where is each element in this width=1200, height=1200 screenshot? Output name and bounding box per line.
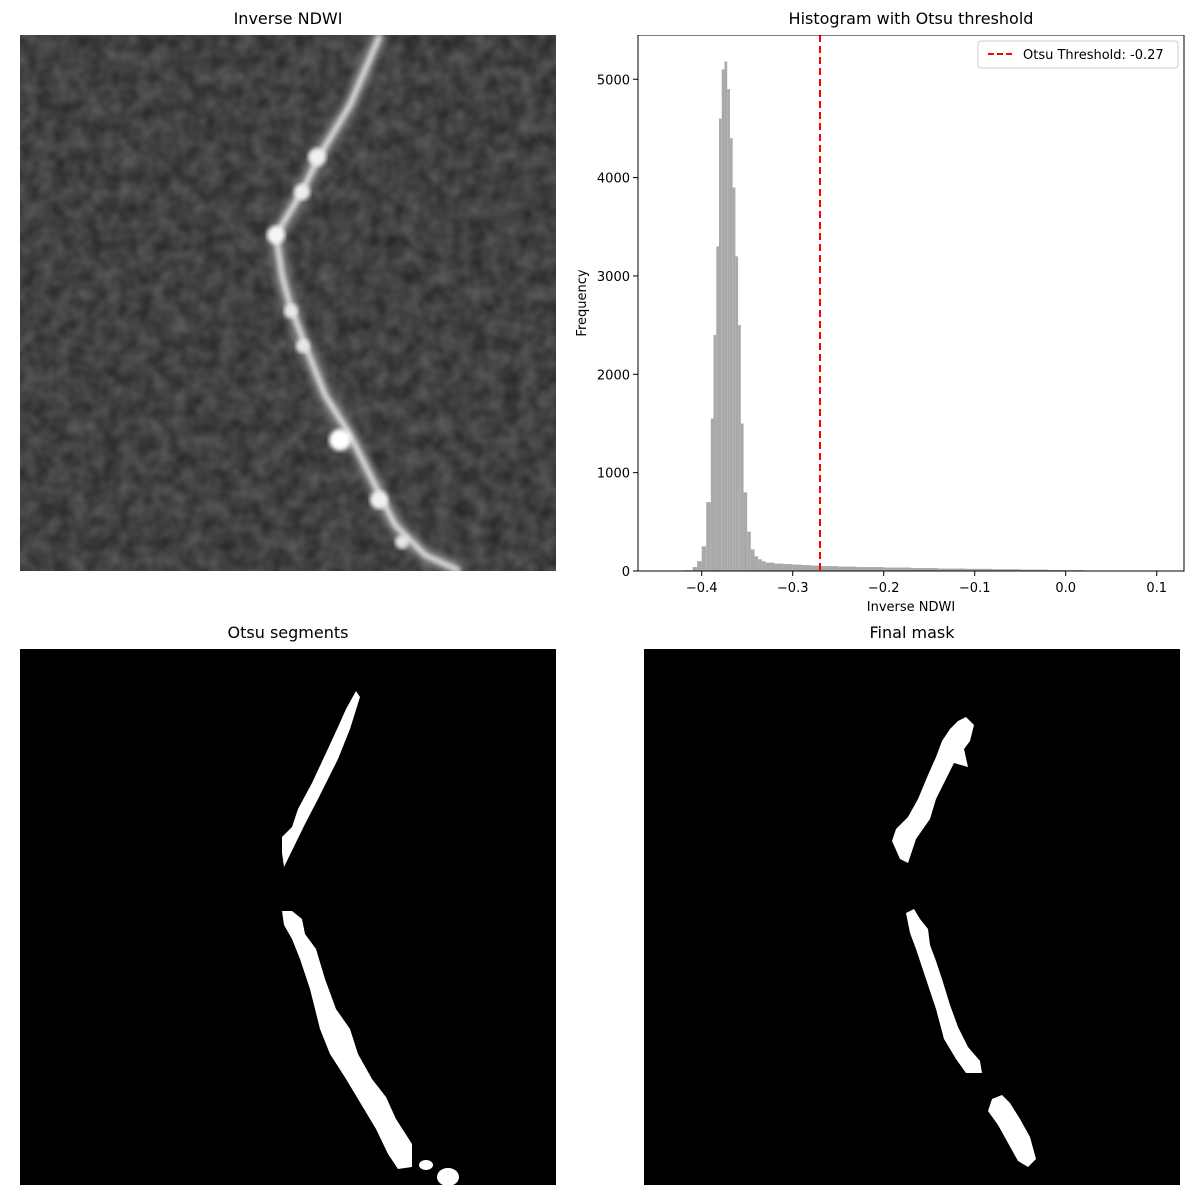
histogram-bar: [716, 246, 719, 572]
histogram-bar: [735, 256, 739, 571]
histogram-bar: [718, 118, 722, 572]
histogram-bar: [729, 138, 733, 571]
histogram-bar: [838, 566, 857, 571]
histogram-bar: [750, 549, 755, 571]
histogram-bar: [911, 568, 939, 571]
histogram-bar: [692, 567, 698, 571]
histogram-bar: [856, 567, 884, 571]
x-tick-label: −0.1: [959, 581, 991, 596]
x-tick-label: −0.4: [686, 581, 718, 596]
histogram-bar: [801, 565, 811, 571]
otsu-panel: Otsu segments: [20, 623, 556, 1185]
histogram-bar: [774, 563, 784, 571]
histogram-bar: [938, 568, 966, 571]
ndwi-image-svg: [20, 35, 556, 571]
x-tick-label: −0.2: [868, 581, 900, 596]
histogram-bar: [1020, 569, 1048, 571]
histogram-x-ticks: −0.4 −0.3 −0.2 −0.1 0.0 0.1: [686, 571, 1167, 596]
otsu-title: Otsu segments: [227, 623, 349, 642]
histogram-bar: [697, 561, 702, 571]
y-tick-label: 0: [622, 565, 630, 580]
histogram-bar: [713, 334, 717, 571]
final-mask-segments: [892, 717, 1036, 1167]
x-tick-label: −0.3: [777, 581, 809, 596]
histogram-legend: Otsu Threshold: -0.27: [977, 40, 1179, 69]
histogram-bar: [965, 568, 993, 571]
final-mask-svg: [892, 717, 1036, 1167]
histogram-x-label: Inverse NDWI: [867, 600, 955, 615]
histogram-bars: [683, 61, 1105, 572]
histogram-bar: [747, 531, 751, 571]
histogram-bar: [740, 423, 744, 571]
y-tick-label: 5000: [597, 73, 630, 88]
histogram-bar: [761, 561, 766, 571]
otsu-segments: [282, 691, 459, 1185]
final-mask-image: [644, 649, 1180, 1185]
final-mask-panel: Final mask: [644, 623, 1180, 1185]
histogram-bar: [727, 89, 730, 572]
histogram-bar: [992, 569, 1021, 571]
otsu-image: [20, 649, 556, 1185]
histogram-bar: [810, 565, 820, 571]
histogram-bar: [706, 502, 711, 571]
histogram-panel: Histogram with Otsu threshold −0.4 −0.3 −0…: [560, 9, 1200, 635]
legend-label: Otsu Threshold: -0.27: [1023, 48, 1164, 63]
ndwi-title: Inverse NDWI: [233, 9, 343, 28]
histogram-bar: [710, 418, 714, 571]
ndwi-river: [267, 35, 463, 571]
histogram-y-ticks: 0 1000 2000 3000 4000 5000: [597, 73, 638, 580]
histogram-bar: [732, 187, 736, 571]
histogram-bar: [721, 69, 725, 571]
histogram-bar: [724, 61, 728, 571]
histogram-bar: [820, 566, 839, 571]
otsu-segments-svg: [282, 691, 459, 1185]
y-tick-label: 1000: [597, 467, 630, 482]
histogram-bar: [765, 562, 775, 571]
histogram-bar: [738, 325, 741, 571]
histogram-bar: [758, 559, 762, 571]
y-tick-label: 4000: [597, 172, 630, 187]
histogram-bar: [701, 546, 707, 571]
histogram-bar: [792, 564, 802, 571]
histogram-frame: [637, 35, 1185, 572]
y-tick-label: 3000: [597, 270, 630, 285]
histogram-bar: [783, 564, 793, 571]
histogram-bar: [754, 556, 759, 571]
histogram-chart: −0.4 −0.3 −0.2 −0.1 0.0 0.1 0 1000 2000 3000 4000…: [575, 35, 1185, 615]
final-mask-title: Final mask: [869, 623, 955, 642]
ndwi-panel: Inverse NDWI: [20, 9, 556, 571]
ndwi-image: [20, 35, 556, 571]
x-tick-label: 0.1: [1146, 581, 1167, 596]
legend-box: [977, 40, 1179, 69]
histogram-y-label: Frequency: [575, 269, 590, 336]
histogram-bar: [883, 567, 911, 571]
histogram-bar: [743, 492, 748, 571]
y-tick-label: 2000: [597, 368, 630, 383]
x-tick-label: 0.0: [1055, 581, 1076, 596]
histogram-title: Histogram with Otsu threshold: [788, 9, 1034, 28]
